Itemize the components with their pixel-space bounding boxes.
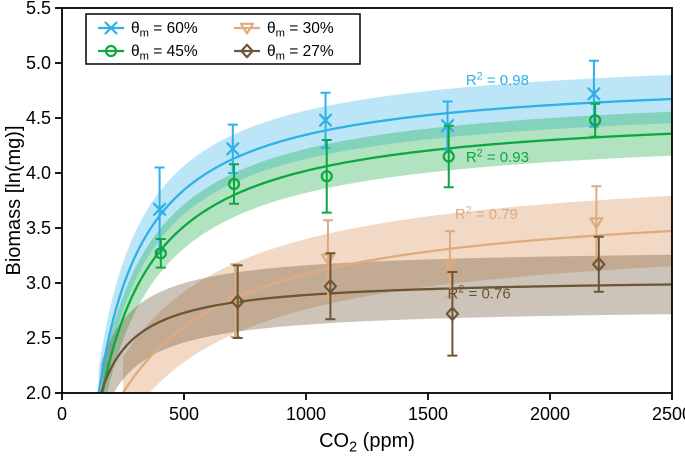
legend-label: θm = 27% <box>267 43 334 62</box>
fit-curves <box>97 97 672 393</box>
y-tick-label: 5.0 <box>26 53 51 73</box>
y-tick-label: 4.5 <box>26 108 51 128</box>
diamond-marker <box>445 306 460 322</box>
x-tick-label: 1500 <box>408 404 448 424</box>
error-bar <box>232 264 243 339</box>
r2-label-theta-m-45: R2 = 0.93 <box>466 147 529 166</box>
legend-label: θm = 60% <box>131 20 198 39</box>
y-tick-label: 3.0 <box>26 273 51 293</box>
axis-labels: CO2 (ppm) Biomass [ln(mg)] <box>3 125 415 455</box>
circle-marker <box>442 150 455 163</box>
error-bar <box>443 124 454 189</box>
x-tick-label: 1000 <box>286 404 326 424</box>
circle-marker <box>154 247 167 260</box>
y-axis-label: Biomass [ln(mg)] <box>3 125 25 275</box>
circle-marker <box>104 44 118 58</box>
legend-item-theta-m-27: θm = 27% <box>234 43 334 62</box>
fit-curve-theta-m-45 <box>101 132 672 393</box>
x-marker <box>153 202 167 216</box>
x-marker <box>104 21 118 35</box>
error-bar <box>155 238 166 269</box>
x-tick-label: 2000 <box>530 404 570 424</box>
confidence-band-theta-m-30 <box>123 195 672 393</box>
error-bar <box>447 271 458 357</box>
diamond-marker <box>240 43 254 59</box>
error-bar <box>590 102 601 138</box>
x-marker <box>318 113 333 127</box>
fit-curve-theta-m-27 <box>99 283 672 393</box>
y-tick-label: 4.0 <box>26 163 51 183</box>
diamond-marker <box>230 294 245 309</box>
r2-annotations: R2 = 0.98 R2 = 0.93 R2 = 0.79 R2 = 0.76 <box>448 70 529 302</box>
fit-curve-theta-m-30 <box>122 229 672 393</box>
legend-box <box>85 13 361 65</box>
legend-label: θm = 45% <box>131 43 198 62</box>
fit-curve-theta-m-60 <box>97 97 672 393</box>
triangle-down-marker <box>239 22 255 35</box>
y-tick-label: 2.5 <box>26 328 51 348</box>
legend-label: θm = 30% <box>267 20 334 39</box>
x-tick-label: 500 <box>169 404 199 424</box>
diamond-marker <box>592 257 606 272</box>
legend: θm = 60% θm = 30% θm = 45% θm = 27% <box>85 13 361 65</box>
r2-label-theta-m-60: R2 = 0.98 <box>466 70 529 89</box>
x-tick-label: 0 <box>57 404 67 424</box>
confidence-band-theta-m-45 <box>102 111 672 393</box>
legend-item-theta-m-60: θm = 60% <box>98 20 198 39</box>
axes: 0 500 1000 1500 2000 2500 2.0 2.5 3.0 3.5 4.0 4.5 5.… <box>26 0 685 424</box>
diamond-marker <box>323 279 338 294</box>
circle-marker <box>589 114 602 127</box>
error-bar <box>325 252 336 321</box>
error-bar <box>321 139 332 214</box>
plot-frame <box>61 7 673 394</box>
data-points-theta-m-27 <box>230 235 606 357</box>
r2-label-theta-m-27: R2 = 0.76 <box>448 284 511 303</box>
data-points-theta-m-60 <box>153 59 601 253</box>
y-tick-label: 5.5 <box>26 0 51 18</box>
x-marker <box>226 142 240 156</box>
y-tick-label: 3.5 <box>26 218 51 238</box>
triangle-down-marker <box>589 217 604 229</box>
r2-label-theta-m-30: R2 = 0.79 <box>455 205 518 224</box>
data-points-theta-m-45 <box>154 102 602 269</box>
x-marker <box>587 87 601 101</box>
legend-item-theta-m-45: θm = 45% <box>98 43 198 62</box>
triangle-down-marker <box>442 259 458 271</box>
x-axis-label: CO2 (ppm) <box>319 430 415 455</box>
error-bar <box>593 235 604 293</box>
x-tick-label: 2500 <box>652 404 685 424</box>
confidence-band-theta-m-27 <box>101 254 672 393</box>
circle-marker <box>320 170 333 183</box>
legend-item-theta-m-30: θm = 30% <box>234 20 334 39</box>
circle-marker <box>227 177 241 191</box>
error-bar <box>229 163 240 205</box>
y-tick-label: 2.0 <box>26 383 51 403</box>
